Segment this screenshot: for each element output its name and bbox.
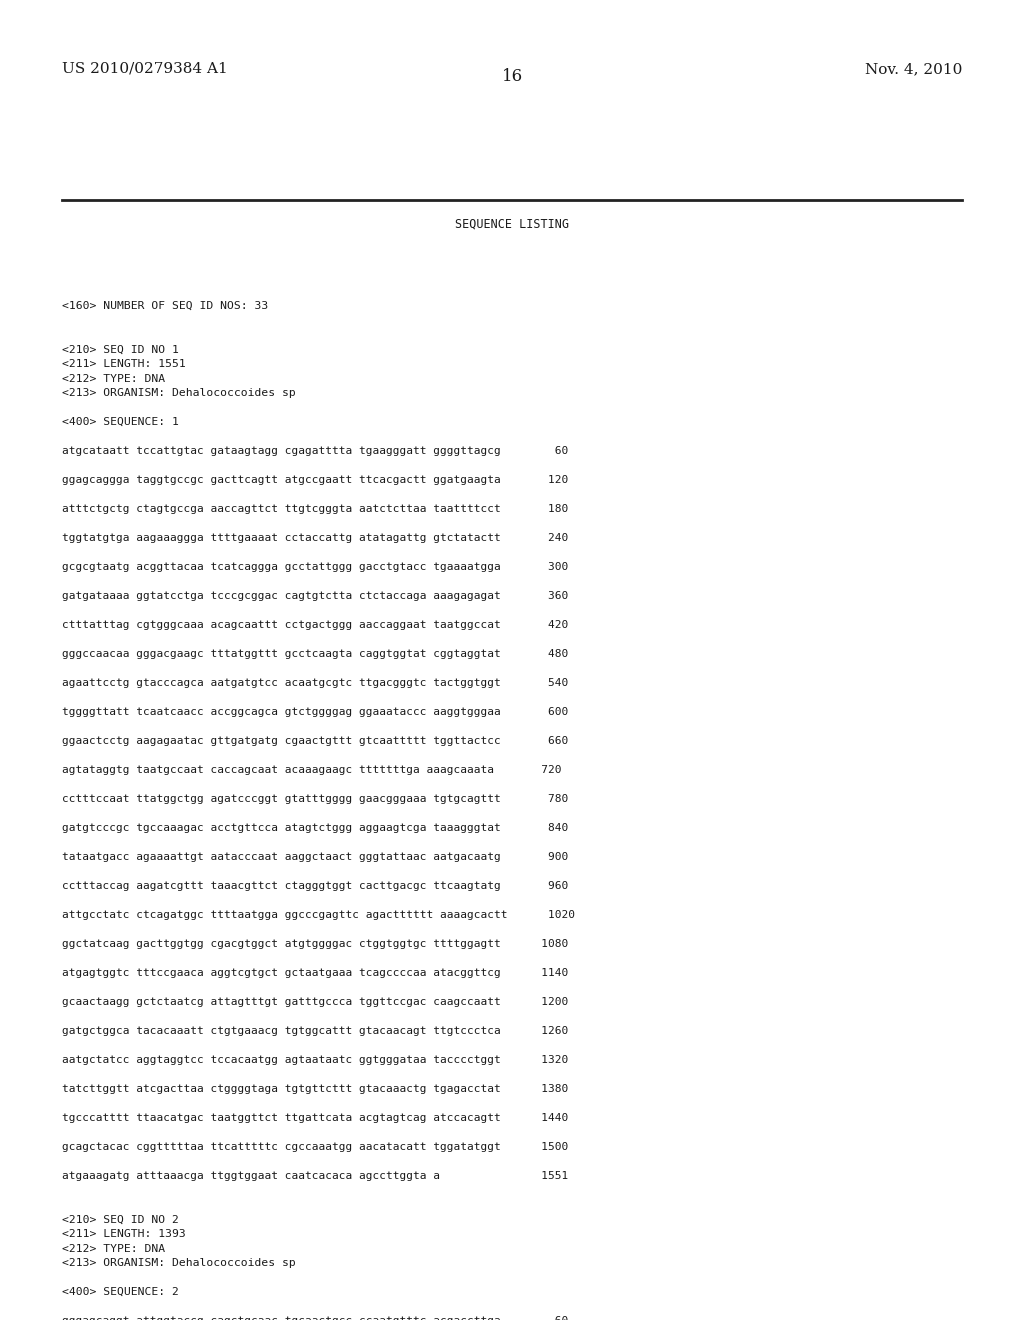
- Text: tgcccatttt ttaacatgac taatggttct ttgattcata acgtagtcag atccacagtt      1440: tgcccatttt ttaacatgac taatggttct ttgattc…: [62, 1113, 568, 1123]
- Text: SEQUENCE LISTING: SEQUENCE LISTING: [455, 218, 569, 231]
- Text: <213> ORGANISM: Dehalococcoides sp: <213> ORGANISM: Dehalococcoides sp: [62, 388, 296, 399]
- Text: ggagcaggga taggtgccgc gacttcagtt atgccgaatt ttcacgactt ggatgaagta       120: ggagcaggga taggtgccgc gacttcagtt atgccga…: [62, 475, 568, 484]
- Text: atgcataatt tccattgtac gataagtagg cgagatttta tgaagggatt ggggttagcg        60: atgcataatt tccattgtac gataagtagg cgagatt…: [62, 446, 568, 455]
- Text: <211> LENGTH: 1551: <211> LENGTH: 1551: [62, 359, 185, 370]
- Text: 16: 16: [502, 69, 522, 84]
- Text: gatgataaaa ggtatcctga tcccgcggac cagtgtctta ctctaccaga aaagagagat       360: gatgataaaa ggtatcctga tcccgcggac cagtgtc…: [62, 591, 568, 601]
- Text: cctttccaat ttatggctgg agatcccggt gtatttgggg gaacgggaaa tgtgcagttt       780: cctttccaat ttatggctgg agatcccggt gtatttg…: [62, 795, 568, 804]
- Text: <210> SEQ ID NO 2: <210> SEQ ID NO 2: [62, 1214, 179, 1225]
- Text: aatgctatcc aggtaggtcc tccacaatgg agtaataatc ggtgggataa tacccctggt      1320: aatgctatcc aggtaggtcc tccacaatgg agtaata…: [62, 1055, 568, 1065]
- Text: gcagctacac cggtttttaa ttcatttttc cgccaaatgg aacatacatt tggatatggt      1500: gcagctacac cggtttttaa ttcatttttc cgccaaa…: [62, 1142, 568, 1152]
- Text: gatgctggca tacacaaatt ctgtgaaacg tgtggcattt gtacaacagt ttgtccctca      1260: gatgctggca tacacaaatt ctgtgaaacg tgtggca…: [62, 1026, 568, 1036]
- Text: ctttatttag cgtgggcaaa acagcaattt cctgactggg aaccaggaat taatggccat       420: ctttatttag cgtgggcaaa acagcaattt cctgact…: [62, 620, 568, 630]
- Text: atgaaagatg atttaaacga ttggtggaat caatcacaca agccttggta a               1551: atgaaagatg atttaaacga ttggtggaat caatcac…: [62, 1171, 568, 1181]
- Text: gcaactaagg gctctaatcg attagtttgt gatttgccca tggttccgac caagccaatt      1200: gcaactaagg gctctaatcg attagtttgt gatttgc…: [62, 997, 568, 1007]
- Text: agtataggtg taatgccaat caccagcaat acaaagaagc tttttttga aaagcaaata       720: agtataggtg taatgccaat caccagcaat acaaaga…: [62, 766, 561, 775]
- Text: <212> TYPE: DNA: <212> TYPE: DNA: [62, 374, 165, 384]
- Text: US 2010/0279384 A1: US 2010/0279384 A1: [62, 62, 227, 77]
- Text: <400> SEQUENCE: 1: <400> SEQUENCE: 1: [62, 417, 179, 426]
- Text: atttctgctg ctagtgccga aaccagttct ttgtcgggta aatctcttaa taattttcct       180: atttctgctg ctagtgccga aaccagttct ttgtcgg…: [62, 504, 568, 513]
- Text: atgagtggtc tttccgaaca aggtcgtgct gctaatgaaa tcagccccaa atacggttcg      1140: atgagtggtc tttccgaaca aggtcgtgct gctaatg…: [62, 968, 568, 978]
- Text: attgcctatc ctcagatggc ttttaatgga ggcccgagttc agactttttt aaaagcactt      1020: attgcctatc ctcagatggc ttttaatgga ggcccga…: [62, 909, 575, 920]
- Text: tggggttatt tcaatcaacc accggcagca gtctggggag ggaaataccc aaggtgggaa       600: tggggttatt tcaatcaacc accggcagca gtctggg…: [62, 708, 568, 717]
- Text: gggagcaggt attggtaccg cagctgcaac tgcaactgcc ccaatgtttc acgaccttga        60: gggagcaggt attggtaccg cagctgcaac tgcaact…: [62, 1316, 568, 1320]
- Text: ggaactcctg aagagaatac gttgatgatg cgaactgttt gtcaattttt tggttactcc       660: ggaactcctg aagagaatac gttgatgatg cgaactg…: [62, 737, 568, 746]
- Text: tggtatgtga aagaaaggga ttttgaaaat cctaccattg atatagattg gtctatactt       240: tggtatgtga aagaaaggga ttttgaaaat cctacca…: [62, 533, 568, 543]
- Text: <400> SEQUENCE: 2: <400> SEQUENCE: 2: [62, 1287, 179, 1298]
- Text: <210> SEQ ID NO 1: <210> SEQ ID NO 1: [62, 345, 179, 355]
- Text: <213> ORGANISM: Dehalococcoides sp: <213> ORGANISM: Dehalococcoides sp: [62, 1258, 296, 1269]
- Text: gatgtcccgc tgccaaagac acctgttcca atagtctggg aggaagtcga taaagggtat       840: gatgtcccgc tgccaaagac acctgttcca atagtct…: [62, 822, 568, 833]
- Text: Nov. 4, 2010: Nov. 4, 2010: [864, 62, 962, 77]
- Text: gggccaacaa gggacgaagc tttatggttt gcctcaagta caggtggtat cggtaggtat       480: gggccaacaa gggacgaagc tttatggttt gcctcaa…: [62, 649, 568, 659]
- Text: gcgcgtaatg acggttacaa tcatcaggga gcctattggg gacctgtacc tgaaaatgga       300: gcgcgtaatg acggttacaa tcatcaggga gcctatt…: [62, 562, 568, 572]
- Text: <212> TYPE: DNA: <212> TYPE: DNA: [62, 1243, 165, 1254]
- Text: tataatgacc agaaaattgt aatacccaat aaggctaact gggtattaac aatgacaatg       900: tataatgacc agaaaattgt aatacccaat aaggcta…: [62, 851, 568, 862]
- Text: cctttaccag aagatcgttt taaacgttct ctagggtggt cacttgacgc ttcaagtatg       960: cctttaccag aagatcgttt taaacgttct ctagggt…: [62, 880, 568, 891]
- Text: ggctatcaag gacttggtgg cgacgtggct atgtggggac ctggtggtgc ttttggagtt      1080: ggctatcaag gacttggtgg cgacgtggct atgtggg…: [62, 939, 568, 949]
- Text: <211> LENGTH: 1393: <211> LENGTH: 1393: [62, 1229, 185, 1239]
- Text: <160> NUMBER OF SEQ ID NOS: 33: <160> NUMBER OF SEQ ID NOS: 33: [62, 301, 268, 312]
- Text: agaattcctg gtacccagca aatgatgtcc acaatgcgtc ttgacgggtc tactggtggt       540: agaattcctg gtacccagca aatgatgtcc acaatgc…: [62, 678, 568, 688]
- Text: tatcttggtt atcgacttaa ctggggtaga tgtgttcttt gtacaaactg tgagacctat      1380: tatcttggtt atcgacttaa ctggggtaga tgtgttc…: [62, 1084, 568, 1094]
